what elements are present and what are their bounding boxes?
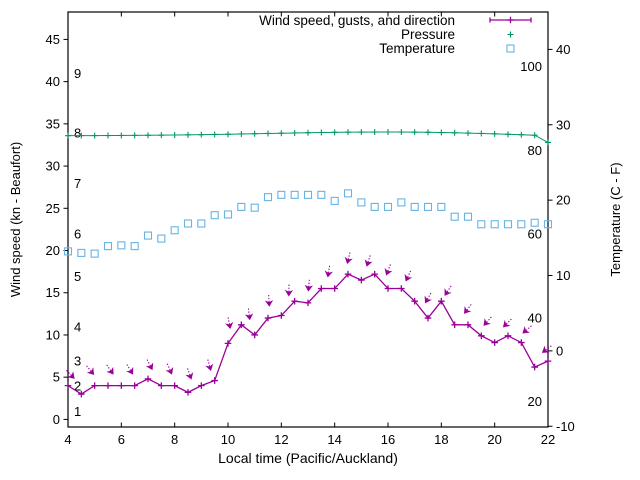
svg-text:16: 16	[381, 432, 395, 447]
svg-text:Pressure: Pressure	[401, 27, 455, 42]
svg-text:12: 12	[274, 432, 288, 447]
svg-text:40: 40	[46, 74, 60, 89]
svg-text:20: 20	[528, 394, 542, 409]
svg-text:20: 20	[46, 243, 60, 258]
svg-text:1: 1	[74, 404, 81, 419]
svg-text:-10: -10	[556, 419, 575, 434]
svg-text:Wind speed (kn - Beaufort): Wind speed (kn - Beaufort)	[8, 142, 23, 297]
svg-text:9: 9	[74, 66, 81, 81]
svg-text:6: 6	[118, 432, 125, 447]
svg-text:5: 5	[53, 370, 60, 385]
svg-text:Temperature: Temperature	[379, 41, 455, 56]
svg-text:6: 6	[74, 227, 81, 242]
svg-text:14: 14	[327, 432, 341, 447]
svg-text:80: 80	[528, 143, 542, 158]
svg-text:4: 4	[74, 320, 81, 335]
svg-text:60: 60	[528, 227, 542, 242]
svg-text:45: 45	[46, 32, 60, 47]
svg-text:30: 30	[556, 117, 570, 132]
svg-text:25: 25	[46, 201, 60, 216]
svg-text:40: 40	[528, 310, 542, 325]
svg-text:4: 4	[64, 432, 71, 447]
svg-text:22: 22	[541, 432, 555, 447]
svg-text:18: 18	[434, 432, 448, 447]
svg-text:3: 3	[74, 353, 81, 368]
svg-text:8: 8	[74, 125, 81, 140]
svg-text:35: 35	[46, 116, 60, 131]
svg-text:30: 30	[46, 159, 60, 174]
svg-text:20: 20	[487, 432, 501, 447]
svg-text:5: 5	[74, 269, 81, 284]
svg-text:8: 8	[171, 432, 178, 447]
svg-text:15: 15	[46, 285, 60, 300]
svg-text:Temperature (C - F): Temperature (C - F)	[608, 162, 623, 276]
svg-text:100: 100	[520, 59, 542, 74]
svg-text:Local time (Pacific/Auckland): Local time (Pacific/Auckland)	[218, 450, 398, 466]
svg-text:40: 40	[556, 42, 570, 57]
svg-text:7: 7	[74, 176, 81, 191]
svg-text:0: 0	[556, 343, 563, 358]
svg-text:10: 10	[46, 327, 60, 342]
svg-text:Wind speed, gusts, and directi: Wind speed, gusts, and direction	[259, 13, 455, 28]
svg-text:0: 0	[53, 412, 60, 427]
svg-text:20: 20	[556, 193, 570, 208]
svg-text:10: 10	[556, 268, 570, 283]
svg-text:10: 10	[221, 432, 235, 447]
